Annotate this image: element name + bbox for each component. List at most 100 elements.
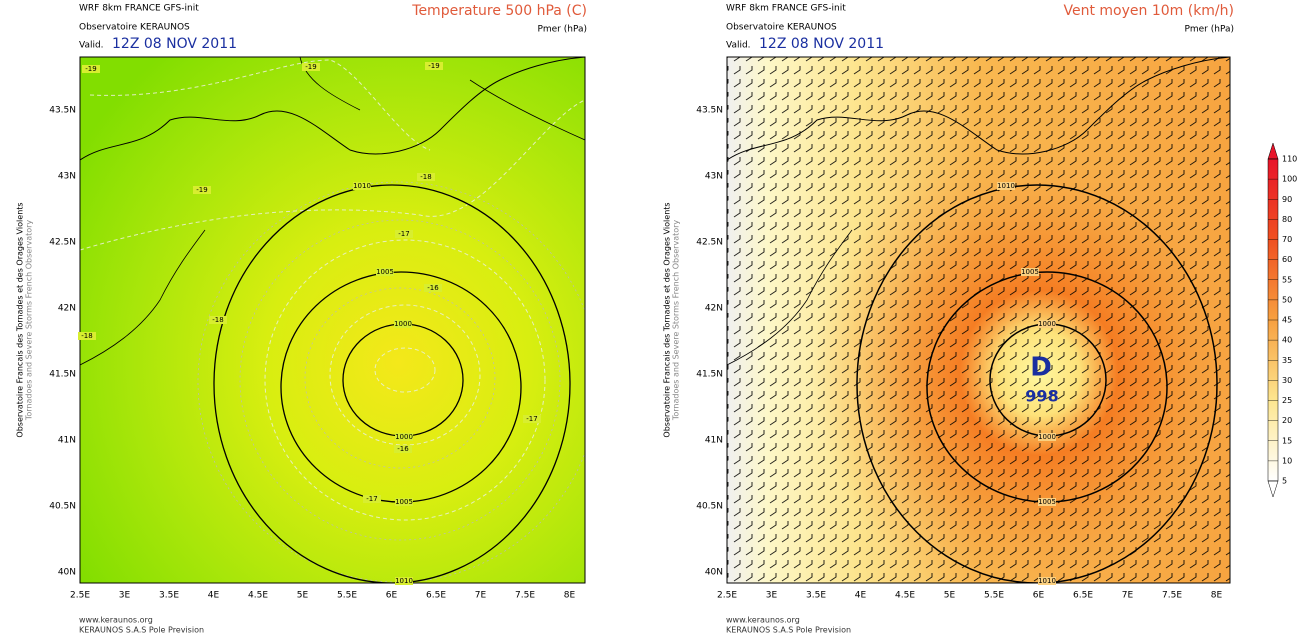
contour-label: -17 xyxy=(398,230,409,238)
contour-label-bg xyxy=(353,182,371,190)
lon-label: 5.5E xyxy=(984,591,1004,601)
contour-label-bg xyxy=(394,320,412,328)
lon-label: 4E xyxy=(208,591,220,601)
contour-label: 1005 xyxy=(1021,268,1039,276)
legend-label: 25 xyxy=(1282,396,1292,405)
contour-label: 1010 xyxy=(353,182,371,190)
legend-label: 15 xyxy=(1282,436,1292,445)
lat-label: 42N xyxy=(705,304,723,314)
legend-label: 60 xyxy=(1282,255,1292,264)
legend-label: 70 xyxy=(1282,235,1292,244)
contour-label-bg xyxy=(82,65,100,73)
model-label: WRF 8km FRANCE GFS-init xyxy=(726,4,846,14)
lat-label: 42.5N xyxy=(696,238,723,248)
contour-label-bg xyxy=(395,433,413,441)
contour-label: 1010 xyxy=(1038,577,1056,585)
contour-label: 1010 xyxy=(395,577,413,585)
contour-label: 1000 xyxy=(1038,433,1056,441)
contour-label: 1005 xyxy=(395,498,413,506)
org-label: Observatoire KERAUNOS xyxy=(79,23,190,33)
contour-label-bg xyxy=(395,230,413,238)
lon-label: 6.5E xyxy=(1073,591,1093,601)
contour-label: -18 xyxy=(212,316,223,324)
lon-label: 6E xyxy=(1033,591,1045,601)
contour-label: -19 xyxy=(196,186,207,194)
footer-text: www.keraunos.org xyxy=(726,616,800,625)
lat-label: 40N xyxy=(58,568,76,578)
contour-label: 1000 xyxy=(395,433,413,441)
contour-label-bg xyxy=(997,182,1015,190)
lat-label: 40N xyxy=(705,568,723,578)
contour-label-bg xyxy=(193,186,211,194)
contour-label: -19 xyxy=(85,65,96,73)
footer-text: www.keraunos.org xyxy=(79,616,153,625)
contour-label: -17 xyxy=(526,415,537,423)
map-title: Temperature 500 hPa (C) xyxy=(411,3,587,19)
contour-label-bg xyxy=(424,284,442,292)
contour-label: -17 xyxy=(366,495,377,503)
legend-label: 35 xyxy=(1282,356,1292,365)
model-label: WRF 8km FRANCE GFS-init xyxy=(79,4,199,14)
lon-label: 4E xyxy=(855,591,867,601)
legend-label: 80 xyxy=(1282,215,1292,224)
lat-label: 43.5N xyxy=(49,106,76,116)
lat-label: 41.5N xyxy=(696,370,723,380)
contour-label-bg xyxy=(523,415,541,423)
side-text: Tornadoes and Severe Storms French Obser… xyxy=(25,220,34,422)
legend-label: 30 xyxy=(1282,376,1292,385)
contour-label-bg xyxy=(1038,320,1056,328)
valid-label: Valid. xyxy=(726,41,751,51)
contour-label: -19 xyxy=(428,62,439,70)
contour-label: -18 xyxy=(420,173,431,181)
lon-label: 6E xyxy=(386,591,398,601)
map-title: Vent moyen 10m (km/h) xyxy=(1063,3,1234,19)
valid-time: 12Z 08 NOV 2011 xyxy=(759,36,884,52)
lat-label: 40.5N xyxy=(49,502,76,512)
lat-label: 41N xyxy=(705,436,723,446)
contour-label-bg xyxy=(395,577,413,585)
legend-label: 50 xyxy=(1282,295,1292,304)
legend-label: 45 xyxy=(1282,316,1292,325)
contour-label-bg xyxy=(302,63,320,71)
footer-text: KERAUNOS S.A.S Pole Prevision xyxy=(726,626,851,635)
lat-label: 43N xyxy=(58,172,76,182)
lat-label: 42N xyxy=(58,304,76,314)
legend-label: 90 xyxy=(1282,195,1292,204)
lon-label: 7E xyxy=(1122,591,1134,601)
map-frame xyxy=(726,56,1231,584)
valid-time: 12Z 08 NOV 2011 xyxy=(112,36,237,52)
contour-label: 1000 xyxy=(394,320,412,328)
legend-label: 110 xyxy=(1282,155,1297,164)
legend-label: 5 xyxy=(1282,477,1287,486)
lon-label: 3.5E xyxy=(806,591,826,601)
lon-label: 3E xyxy=(119,591,131,601)
side-text: Observatoire Francais des Tornades et de… xyxy=(663,202,672,437)
contour-label: -16 xyxy=(427,284,439,292)
contour-label: 1005 xyxy=(1038,498,1056,506)
contour-label: 1005 xyxy=(376,268,394,276)
lat-label: 41.5N xyxy=(49,370,76,380)
lon-label: 8E xyxy=(1211,591,1223,601)
legend-label: 100 xyxy=(1282,175,1297,184)
legend-label: 10 xyxy=(1282,456,1292,465)
map-subtitle: Pmer (hPa) xyxy=(1184,25,1234,35)
lon-label: 3E xyxy=(766,591,778,601)
contour-label: 1000 xyxy=(1038,320,1056,328)
lat-label: 40.5N xyxy=(696,502,723,512)
legend-label: 40 xyxy=(1282,336,1292,345)
lon-label: 2.5E xyxy=(717,591,737,601)
map-frame xyxy=(79,56,586,584)
lat-label: 43N xyxy=(705,172,723,182)
lon-label: 7E xyxy=(475,591,487,601)
map-subtitle: Pmer (hPa) xyxy=(537,25,587,35)
lon-label: 2.5E xyxy=(70,591,90,601)
side-text: Observatoire Francais des Tornades et de… xyxy=(16,202,25,437)
contour-label: -19 xyxy=(305,63,316,71)
contour-label-bg xyxy=(209,316,227,324)
contour-label: -18 xyxy=(81,332,92,340)
lat-label: 41N xyxy=(58,436,76,446)
side-text: Tornadoes and Severe Storms French Obser… xyxy=(672,220,681,422)
lat-label: 43.5N xyxy=(696,106,723,116)
contour-label-bg xyxy=(1038,433,1056,441)
